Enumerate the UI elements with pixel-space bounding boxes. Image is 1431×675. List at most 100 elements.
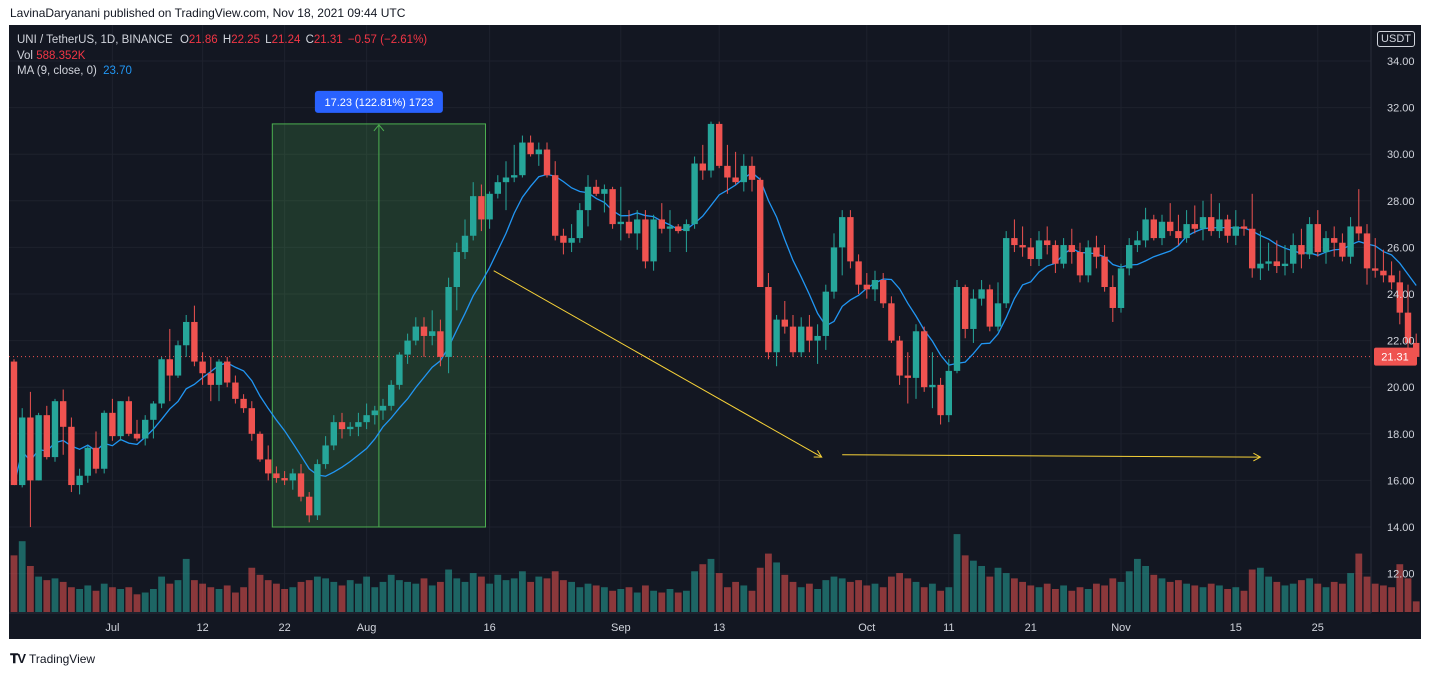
candle-body	[855, 261, 862, 285]
candle-body	[1339, 242, 1346, 257]
ma-value: 23.70	[103, 65, 132, 77]
volume-bar	[1380, 585, 1387, 612]
candle-body	[1126, 245, 1133, 269]
brand-label[interactable]: TradingView	[29, 652, 96, 666]
candle-body	[716, 123, 723, 166]
candle-body	[429, 331, 436, 336]
time-tick-label: 25	[1312, 622, 1324, 634]
candle-body	[166, 359, 173, 376]
candle-body	[814, 335, 821, 341]
candle-body	[543, 149, 551, 176]
volume-bar	[1248, 569, 1256, 612]
volume-bar	[724, 587, 731, 612]
volume-bar	[1396, 564, 1404, 612]
volume-bar	[1002, 573, 1010, 612]
candle-body	[560, 235, 567, 243]
volume-bar	[896, 573, 903, 612]
volume-bar	[346, 580, 354, 612]
candle-body	[1257, 263, 1264, 269]
volume-bar	[461, 581, 469, 612]
candle-body	[1068, 245, 1075, 253]
volume-bar	[207, 587, 215, 612]
volume-bar	[576, 587, 584, 612]
candle-body	[765, 287, 772, 353]
candle-body	[970, 298, 977, 329]
change-value: −0.57 (−2.61%)	[347, 34, 428, 46]
volume-bar	[994, 567, 1002, 612]
publisher-line: LavinaDaryanani published on TradingView…	[10, 6, 406, 20]
candle-body	[478, 196, 485, 220]
candle-body	[691, 163, 698, 225]
candle-body	[1404, 312, 1412, 343]
volume-bar	[141, 592, 149, 612]
candle-body	[158, 359, 165, 404]
volume-bar	[76, 588, 83, 612]
candle-body	[125, 401, 132, 434]
volume-bar	[1298, 580, 1305, 612]
volume-bar	[551, 571, 559, 612]
volume-bar	[289, 587, 297, 612]
volume-bar	[371, 587, 379, 612]
symbol-label[interactable]: UNI / TetherUS, 1D, BINANCE	[17, 34, 173, 46]
volume-bar	[1142, 565, 1149, 612]
volume-bar	[322, 578, 329, 612]
candle-body	[1044, 240, 1051, 246]
time-tick-label: 21	[1025, 622, 1037, 634]
candle-body	[609, 189, 616, 225]
candles-group	[10, 121, 1420, 527]
volume-bar	[674, 592, 682, 612]
chart-frame[interactable]: 17.23 (122.81%) 1723 34.00 32.00 30.00 28.00…	[9, 25, 1421, 639]
volume-bar	[584, 583, 592, 612]
volume-bar	[412, 583, 420, 612]
chart-legend: UNI / TetherUS, 1D, BINANCE O21.86 H22.2…	[17, 33, 427, 80]
candle-body	[707, 123, 715, 171]
volume-bar	[756, 567, 764, 612]
volume-bar	[920, 587, 928, 612]
volume-bar	[1330, 581, 1338, 612]
candle-body	[1027, 247, 1034, 260]
price-chart[interactable]: 17.23 (122.81%) 1723 34.00 32.00 30.00 28.00…	[9, 25, 1421, 639]
volume-bar	[150, 588, 157, 612]
ma-label[interactable]: MA (9, close, 0)	[17, 65, 97, 77]
time-tick-label: Aug	[357, 622, 377, 634]
volume-bar	[830, 576, 838, 612]
tradingview-logo-icon[interactable]: 𝐓V	[10, 651, 26, 666]
candle-body	[1298, 245, 1305, 255]
candle-body	[1281, 263, 1289, 267]
chart-background	[9, 25, 1421, 639]
volume-bar	[601, 587, 608, 612]
volume-bar	[191, 580, 198, 612]
candle-body	[1003, 238, 1010, 304]
volume-bar	[1076, 587, 1084, 612]
time-tick-label: Jul	[105, 622, 119, 634]
candle-body	[76, 475, 83, 486]
volume-bar	[43, 580, 51, 612]
volume-bar	[363, 576, 370, 612]
volume-bar	[1257, 567, 1264, 612]
volume-row: Vol 588.352K	[17, 49, 427, 65]
volume-bar	[35, 576, 42, 612]
candle-body	[297, 473, 305, 497]
candle-body	[379, 405, 387, 411]
volume-bar	[469, 573, 477, 612]
candle-body	[822, 291, 829, 336]
volume-bar	[953, 534, 961, 612]
candle-body	[1240, 226, 1248, 229]
candle-body	[552, 175, 559, 236]
volume-bar	[1134, 558, 1141, 612]
volume-bar	[806, 583, 813, 612]
volume-bar	[1265, 576, 1272, 612]
candle-body	[1331, 238, 1338, 243]
currency-button[interactable]: USDT	[1377, 31, 1415, 47]
time-axis: Jul 12 22 Aug 16 Sep 13 Oct 11 21 Nov 15 25	[105, 622, 1324, 634]
volume-bar	[748, 590, 756, 612]
volume-bar	[1347, 573, 1354, 612]
volume-bar	[305, 580, 313, 612]
volume-bar	[773, 562, 780, 612]
candle-body	[1109, 287, 1116, 308]
volume-label[interactable]: Vol	[17, 49, 33, 62]
price-tick-label: 12.00	[1387, 569, 1415, 581]
volume-bar	[617, 588, 625, 612]
time-tick-label: 16	[483, 622, 495, 634]
volume-bar	[814, 588, 821, 612]
